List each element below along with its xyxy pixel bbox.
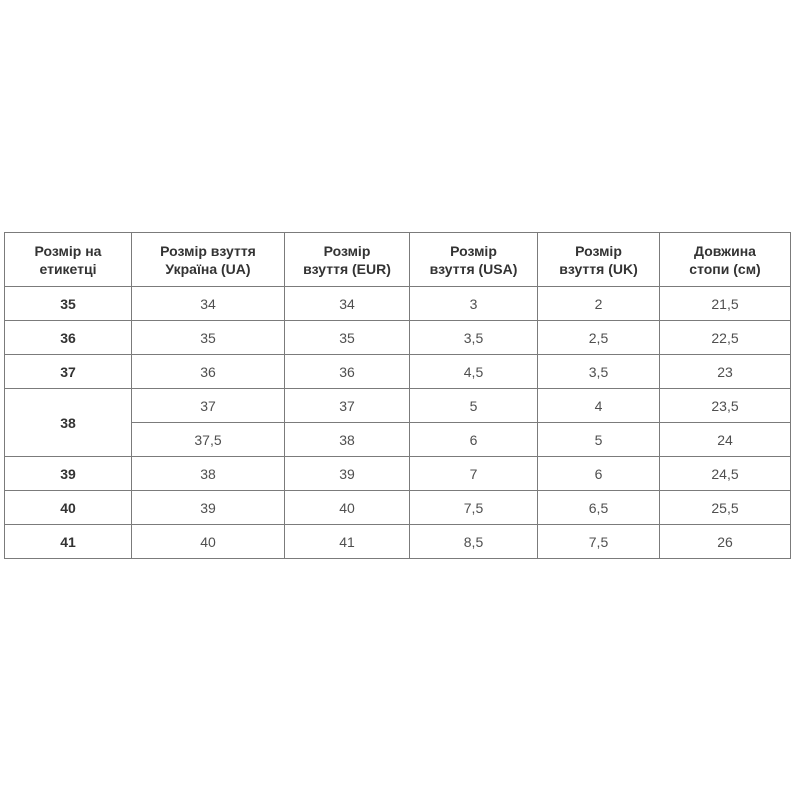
size-value-cell: 23,5 [659,388,791,423]
size-value-cell: 22,5 [659,320,791,355]
size-value-cell: 4,5 [409,354,538,389]
size-value-cell: 5 [537,422,660,457]
column-header: Розмір взуття Україна (UA) [131,232,285,287]
size-value-cell: 35 [284,320,410,355]
row-label-cell: 40 [4,490,132,525]
size-value-cell: 3,5 [537,354,660,389]
row-label-cell: 39 [4,456,132,491]
row-label-cell: 37 [4,354,132,389]
size-value-cell: 38 [131,456,285,491]
column-header: Розмір взуття (EUR) [284,232,410,287]
size-value-cell: 3,5 [409,320,538,355]
size-value-cell: 38 [284,422,410,457]
size-value-cell: 25,5 [659,490,791,525]
table-body: 35 34 34 3 2 21,5 36 35 35 3,5 2,5 22,5 37 36 36 4,5 3,5… [4,286,791,559]
table-row: 39 38 39 7 6 24,5 [4,456,791,491]
table-row: 37 36 36 4,5 3,5 23 [4,354,791,389]
table-sub-row: 37,5 38 6 5 24 [5,422,791,457]
size-value-cell: 2,5 [537,320,660,355]
size-value-cell: 37,5 [131,422,285,457]
row-label-cell: 41 [4,524,132,559]
table-row: 41 40 41 8,5 7,5 26 [4,524,791,559]
size-value-cell: 24 [659,422,791,457]
table-row: 40 39 40 7,5 6,5 25,5 [4,490,791,525]
size-value-cell: 5 [409,388,538,423]
column-header: Розмір на етикетці [4,232,132,287]
header-row: Розмір на етикетці Розмір взуття Україна … [4,232,791,287]
size-value-cell: 34 [131,286,285,321]
size-value-cell: 3 [409,286,538,321]
size-value-cell: 2 [537,286,660,321]
row-label-cell: 36 [4,320,132,355]
size-value-cell: 7 [409,456,538,491]
table-row: 36 35 35 3,5 2,5 22,5 [4,320,791,355]
size-value-cell: 36 [131,354,285,389]
size-value-cell: 26 [659,524,791,559]
size-value-cell: 4 [537,388,660,423]
size-value-cell: 39 [131,490,285,525]
size-value-cell: 6 [537,456,660,491]
row-label-cell: 35 [4,286,132,321]
size-value-cell: 37 [131,388,285,423]
table-head: Розмір на етикетці Розмір взуття Україна … [4,232,791,287]
row-label-cell: 38 [4,388,132,457]
size-value-cell: 40 [284,490,410,525]
shoe-size-conversion-table: Розмір на етикетці Розмір взуття Україна … [4,232,791,559]
size-value-cell: 7,5 [537,524,660,559]
size-value-cell: 35 [131,320,285,355]
size-value-cell: 6 [409,422,538,457]
size-value-cell: 21,5 [659,286,791,321]
column-header: Розмір взуття (UK) [537,232,660,287]
column-header: Довжина стопи (см) [659,232,791,287]
column-header: Розмір взуття (USA) [409,232,538,287]
size-value-cell: 37 [284,388,410,423]
size-value-cell: 6,5 [537,490,660,525]
table-row: 38 37 37 5 4 23,5 [4,388,791,457]
size-value-cell: 34 [284,286,410,321]
size-value-cell: 8,5 [409,524,538,559]
size-value-cell: 36 [284,354,410,389]
size-value-cell: 41 [284,524,410,559]
size-value-cell: 7,5 [409,490,538,525]
size-value-cell: 40 [131,524,285,559]
size-value-cell: 39 [284,456,410,491]
size-value-cell: 23 [659,354,791,389]
table-row: 35 34 34 3 2 21,5 [4,286,791,321]
size-value-cell: 24,5 [659,456,791,491]
